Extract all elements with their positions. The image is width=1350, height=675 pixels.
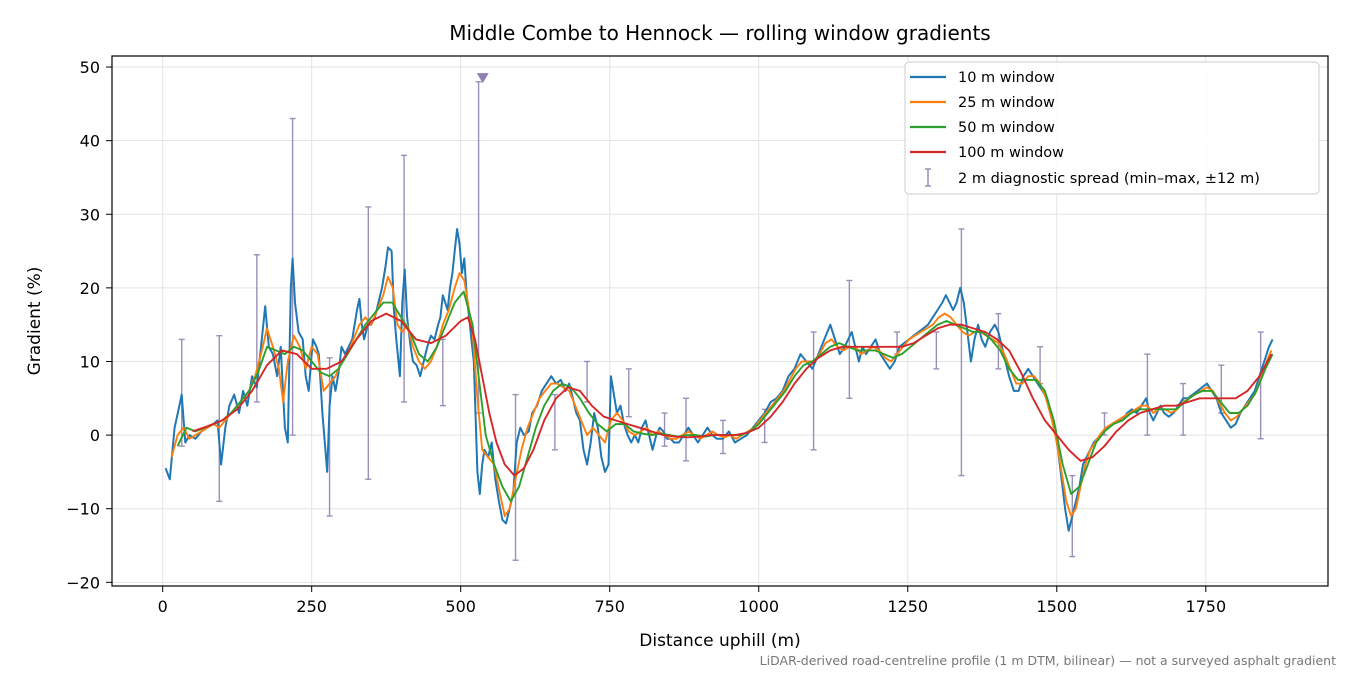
- series-line-3: [192, 312, 1273, 477]
- x-tick-label: 500: [445, 597, 476, 616]
- legend-box: [904, 61, 1320, 195]
- legend-swatch-spread: [925, 168, 931, 187]
- legend: 10 m window 25 m window 50 m window 100 …: [904, 61, 1320, 195]
- spread-bar: [810, 331, 817, 451]
- x-tick-label: 1750: [1185, 597, 1226, 616]
- y-tick-label: 40: [80, 132, 100, 151]
- y-tick-label: 30: [80, 205, 100, 224]
- x-tick-label: 1250: [887, 597, 928, 616]
- chart-title: Middle Combe to Hennock — rolling window…: [449, 21, 990, 45]
- legend-label-spread: 2 m diagnostic spread (min–max, ±12 m): [958, 171, 1260, 187]
- y-axis-label: Gradient (%): [25, 267, 45, 376]
- spread-bar: [958, 228, 965, 477]
- spread-bar: [1037, 346, 1044, 385]
- x-tick-label: 0: [158, 597, 168, 616]
- x-axis-label: Distance uphill (m): [639, 631, 800, 651]
- spread-bar: [551, 393, 558, 451]
- legend-label-10m: 10 m window: [958, 70, 1055, 86]
- x-tick-label: 750: [594, 597, 625, 616]
- y-tick-label: 50: [80, 58, 100, 77]
- spread-bar: [933, 331, 940, 370]
- series-line-1: [170, 272, 1273, 518]
- spread-bar: [1180, 382, 1187, 436]
- y-tick-label: −10: [66, 500, 100, 519]
- spread-bar: [1257, 331, 1264, 440]
- y-tick-label: −20: [66, 573, 100, 592]
- x-tick-label: 250: [296, 597, 327, 616]
- spread-bar: [439, 338, 446, 407]
- spread-bar: [365, 206, 372, 480]
- y-tick-label: 20: [80, 279, 100, 298]
- x-tick-label: 1500: [1036, 597, 1077, 616]
- spread-bar: [661, 412, 668, 447]
- plot-frame: [111, 55, 1329, 587]
- spread-bar: [846, 279, 853, 399]
- y-tick-label: 10: [80, 352, 100, 371]
- clipped-max-marker: [476, 73, 489, 84]
- spread-bar: [1144, 353, 1151, 436]
- footnote: LiDAR-derived road-centreline profile (1…: [760, 653, 1336, 668]
- legend-label-25m: 25 m window: [958, 95, 1055, 111]
- spread-bar: [216, 335, 223, 503]
- y-tick-label: 0: [90, 426, 100, 445]
- spread-bar: [625, 368, 632, 418]
- x-tick-label: 1000: [738, 597, 779, 616]
- legend-label-100m: 100 m window: [958, 145, 1064, 161]
- x-axis-ticks: 0 250 500 750 1000 1250 1500 1750: [158, 586, 1226, 616]
- spread-bar: [178, 338, 185, 447]
- legend-label-50m: 50 m window: [958, 120, 1055, 136]
- series-lines: [164, 228, 1274, 532]
- series-line-2: [176, 290, 1274, 503]
- y-axis-ticks: −20 −10 0 10 20 30 40 50: [66, 58, 112, 592]
